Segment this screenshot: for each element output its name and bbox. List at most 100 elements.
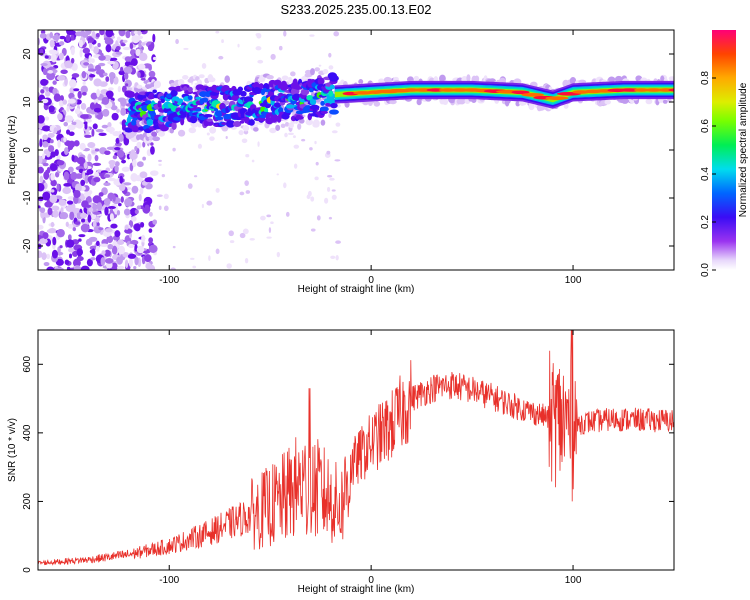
heatmap-cell (130, 216, 137, 222)
heatmap-cell (123, 208, 131, 216)
heatmap-cell (48, 49, 58, 54)
colorbar-tick-label: 0.2 (700, 215, 711, 229)
heatmap-cell (116, 108, 120, 113)
heatmap-cell (41, 153, 46, 160)
heatmap-cell (120, 98, 127, 107)
heatmap-cell (92, 162, 102, 167)
heatmap-cell (201, 97, 209, 103)
heatmap-cell (111, 112, 119, 121)
heatmap-cell (104, 150, 111, 155)
heatmap-cell (283, 30, 287, 37)
heatmap-cell (127, 253, 137, 259)
heatmap-cell (152, 136, 161, 142)
heatmap-cell (266, 236, 272, 239)
heatmap-cell (52, 236, 57, 246)
heatmap-cell (86, 169, 94, 175)
y-tick-label: 0 (22, 567, 33, 573)
heatmap-cell (80, 103, 87, 110)
heatmap-cell (148, 244, 158, 253)
heatmap-cell (110, 223, 118, 229)
heatmap-cell (98, 192, 104, 197)
heatmap-cell (78, 238, 82, 242)
heatmap-cell (39, 48, 44, 57)
heatmap-cell (124, 259, 129, 269)
heatmap-cell (221, 39, 224, 44)
heatmap-cell (52, 88, 58, 96)
heatmap-cell (114, 146, 121, 151)
heatmap-cell (275, 124, 281, 131)
heatmap-cell (47, 132, 55, 138)
heatmap-cell (125, 91, 136, 99)
heatmap-cell (260, 215, 266, 221)
heatmap-cell (140, 77, 146, 81)
heatmap-cell (79, 48, 83, 58)
heatmap-cell (515, 100, 521, 107)
heatmap-cell (42, 191, 51, 201)
heatmap-cell (288, 122, 295, 129)
heatmap-cell (95, 240, 100, 247)
heatmap-cell (201, 62, 207, 69)
heatmap-cell (44, 116, 50, 121)
heatmap-cell (88, 236, 98, 242)
heatmap-cell (116, 149, 125, 158)
heatmap-cell (144, 254, 152, 263)
heatmap-cell (50, 221, 55, 228)
heatmap-cell (53, 127, 58, 134)
heatmap-cell (89, 102, 96, 110)
heatmap-cell (57, 113, 63, 121)
heatmap-cell (144, 100, 152, 105)
heatmap-cell (175, 38, 179, 45)
heatmap-cell (144, 204, 150, 210)
heatmap-cell (148, 211, 153, 217)
heatmap-cell (111, 262, 118, 270)
heatmap-cell (328, 52, 332, 58)
heatmap-cell (270, 221, 274, 224)
heatmap-cell (85, 131, 91, 135)
heatmap-cell (157, 100, 162, 108)
heatmap-cell (118, 203, 122, 207)
heatmap-cell (63, 183, 72, 187)
heatmap-cell (297, 123, 302, 130)
heatmap-cell (124, 72, 129, 80)
heatmap-cell (314, 140, 317, 145)
heatmap-cell (56, 75, 66, 81)
heatmap-cell (122, 39, 128, 43)
heatmap-cell (150, 170, 159, 176)
x-tick-label: -100 (159, 275, 179, 286)
heatmap-cell (107, 243, 114, 250)
heatmap-cell (99, 81, 108, 87)
heatmap-cell (63, 171, 70, 180)
heatmap-cell (278, 45, 283, 51)
heatmap-cell (92, 123, 98, 130)
figure-title: S233.2025.235.00.13.E02 (280, 2, 431, 17)
heatmap-cell (197, 122, 202, 128)
heatmap-cell (83, 191, 91, 198)
heatmap-cell (293, 144, 300, 149)
heatmap-cell (107, 122, 112, 128)
heatmap-cell (189, 115, 198, 124)
heatmap-cell (128, 243, 135, 249)
heatmap-cell (180, 117, 185, 126)
heatmap-cell (89, 74, 96, 78)
heatmap-cell (328, 90, 334, 97)
heatmap-cell (290, 71, 296, 77)
heatmap-cell (121, 85, 127, 93)
heatmap-cell (38, 129, 43, 135)
heatmap-cell (69, 79, 77, 88)
heatmap-cell (209, 136, 215, 141)
heatmap-cell (105, 228, 113, 233)
heatmap-cell (251, 159, 255, 163)
heatmap-cell (142, 98, 148, 102)
heatmap-cell (328, 65, 334, 70)
heatmap-cell (118, 173, 125, 179)
heatmap-cell (215, 30, 220, 34)
heatmap-cell (151, 131, 158, 137)
heatmap-cell (70, 34, 75, 40)
heatmap-cell (56, 159, 65, 166)
heatmap-cell (39, 138, 43, 148)
colorbar-tick-label: 0.8 (700, 71, 711, 85)
heatmap-cell (301, 138, 306, 142)
heatmap-cell (45, 86, 49, 92)
